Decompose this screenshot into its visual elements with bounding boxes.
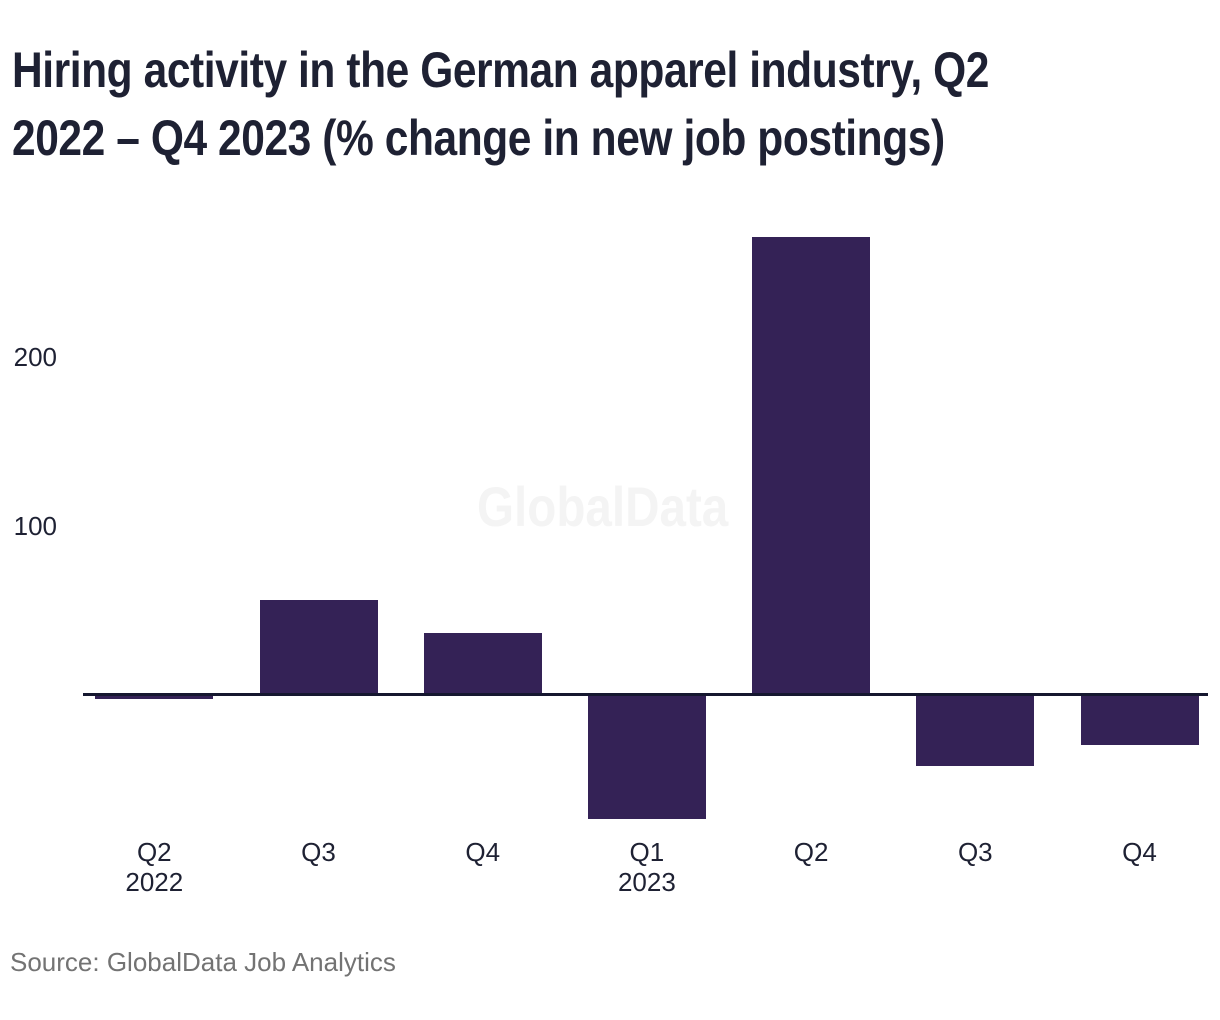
- source-caption: Source: GlobalData Job Analytics: [10, 947, 396, 977]
- bar-q4-2023: [1080, 694, 1199, 745]
- x-tick-q3-2022: Q3: [301, 837, 336, 867]
- globaldata-watermark: GlobalData: [477, 475, 729, 538]
- x-tick-year: 2023: [617, 867, 676, 897]
- y-tick-200: 200: [13, 342, 57, 372]
- x-axis-line: [83, 693, 1208, 696]
- bar-q1-2023: [587, 694, 706, 819]
- chart-title-line-2: 2022 – Q4 2023 (% change in new job post…: [12, 110, 945, 166]
- x-tick-q4-2022: Q4: [465, 837, 500, 867]
- bar-q3-2023: [916, 694, 1035, 767]
- x-tick-quarter: Q4: [1122, 837, 1157, 867]
- y-tick-100: 100: [13, 510, 57, 541]
- x-tick-quarter: Q2: [793, 837, 829, 867]
- x-tick-q1-2023: Q1 2023: [618, 837, 676, 897]
- bar-q2-2022: [95, 694, 214, 700]
- x-tick-q4-2023: Q4: [1122, 837, 1157, 867]
- x-tick-quarter: Q2: [136, 837, 172, 867]
- x-tick-quarter: Q3: [301, 837, 336, 867]
- bar-q4-2022: [423, 633, 542, 694]
- x-tick-q2-2023: Q2: [794, 837, 829, 867]
- x-tick-quarter: Q4: [465, 837, 501, 867]
- bar-q3-2022: [259, 599, 378, 694]
- x-tick-quarter: Q1: [629, 837, 665, 867]
- x-tick-q2-2022: Q2 2022: [125, 837, 183, 897]
- x-tick-quarter: Q3: [957, 837, 993, 867]
- chart-title: Hiring activity in the German apparel in…: [12, 36, 989, 172]
- bar-q2-2023: [752, 237, 871, 694]
- x-tick-q3-2023: Q3: [958, 837, 993, 867]
- x-tick-year: 2022: [125, 867, 184, 897]
- chart-title-line-1: Hiring activity in the German apparel in…: [12, 42, 989, 98]
